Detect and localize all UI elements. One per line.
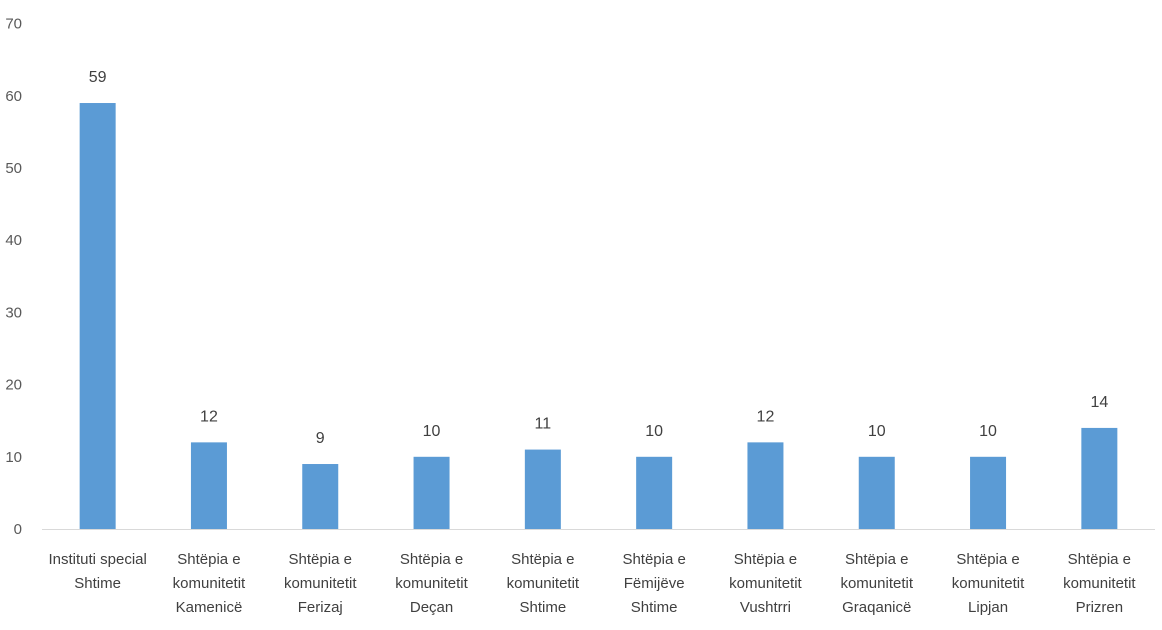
bar	[636, 456, 673, 529]
category-label: Shtëpia e	[511, 551, 574, 568]
data-label: 11	[535, 416, 552, 433]
category-label: Deçan	[410, 599, 453, 616]
category-label: Shtëpia e	[845, 551, 908, 568]
bar	[302, 464, 339, 529]
category-label: Shtëpia e	[177, 551, 240, 568]
data-label: 12	[757, 408, 775, 425]
category-label: Fëmijëve	[624, 575, 685, 592]
data-labels: 59 12 9 10 11 10 12 10 10 14	[89, 69, 1109, 447]
category-label: Lipjan	[968, 599, 1008, 616]
category-label: Shtime	[631, 599, 678, 616]
category-label: komunitetit	[952, 575, 1025, 592]
bar	[190, 442, 227, 529]
y-tick-label: 0	[14, 521, 22, 538]
category-label: Shtëpia e	[622, 551, 685, 568]
category-label: Prizren	[1076, 599, 1124, 616]
category-label: komunitetit	[1063, 575, 1136, 592]
category-label: Vushtrri	[740, 599, 791, 616]
y-tick-label: 60	[5, 88, 22, 105]
category-label: komunitetit	[729, 575, 802, 592]
y-axis-ticks: 0 10 20 30 40 50 60 70	[5, 16, 22, 538]
category-label: Graqanicë	[842, 599, 911, 616]
y-tick-label: 20	[5, 377, 22, 394]
category-label: Kamenicë	[176, 599, 243, 616]
data-label: 10	[868, 423, 886, 440]
data-label: 10	[423, 423, 441, 440]
bars	[79, 103, 1118, 530]
category-label: komunitetit	[840, 575, 913, 592]
data-label: 9	[316, 430, 325, 447]
y-tick-label: 10	[5, 449, 22, 466]
y-tick-label: 40	[5, 232, 22, 249]
data-label: 59	[89, 69, 107, 86]
data-label: 14	[1090, 394, 1108, 411]
category-label: komunitetit	[173, 575, 246, 592]
category-label: komunitetit	[507, 575, 580, 592]
category-labels: Instituti special Shtime Shtëpia e komunite…	[48, 551, 1136, 616]
y-tick-label: 30	[5, 304, 22, 321]
y-tick-label: 70	[5, 16, 22, 33]
bar	[524, 449, 561, 529]
category-label: komunitetit	[395, 575, 468, 592]
category-label: Shtëpia e	[400, 551, 463, 568]
bar	[413, 456, 450, 529]
category-label: Shtëpia e	[956, 551, 1019, 568]
category-label: Instituti special	[48, 551, 146, 568]
bar	[858, 456, 895, 529]
bar	[970, 456, 1007, 529]
category-label: komunitetit	[284, 575, 357, 592]
data-label: 10	[645, 423, 663, 440]
bar	[747, 442, 784, 529]
y-tick-label: 50	[5, 160, 22, 177]
category-label: Shtime	[74, 575, 121, 592]
category-label: Shtëpia e	[289, 551, 352, 568]
bar	[1081, 427, 1118, 529]
data-label: 12	[200, 408, 218, 425]
data-label: 10	[979, 423, 997, 440]
category-label: Shtëpia e	[734, 551, 797, 568]
bar	[79, 103, 116, 530]
category-label: Shtëpia e	[1068, 551, 1131, 568]
category-label: Ferizaj	[298, 599, 343, 616]
category-label: Shtime	[520, 599, 567, 616]
